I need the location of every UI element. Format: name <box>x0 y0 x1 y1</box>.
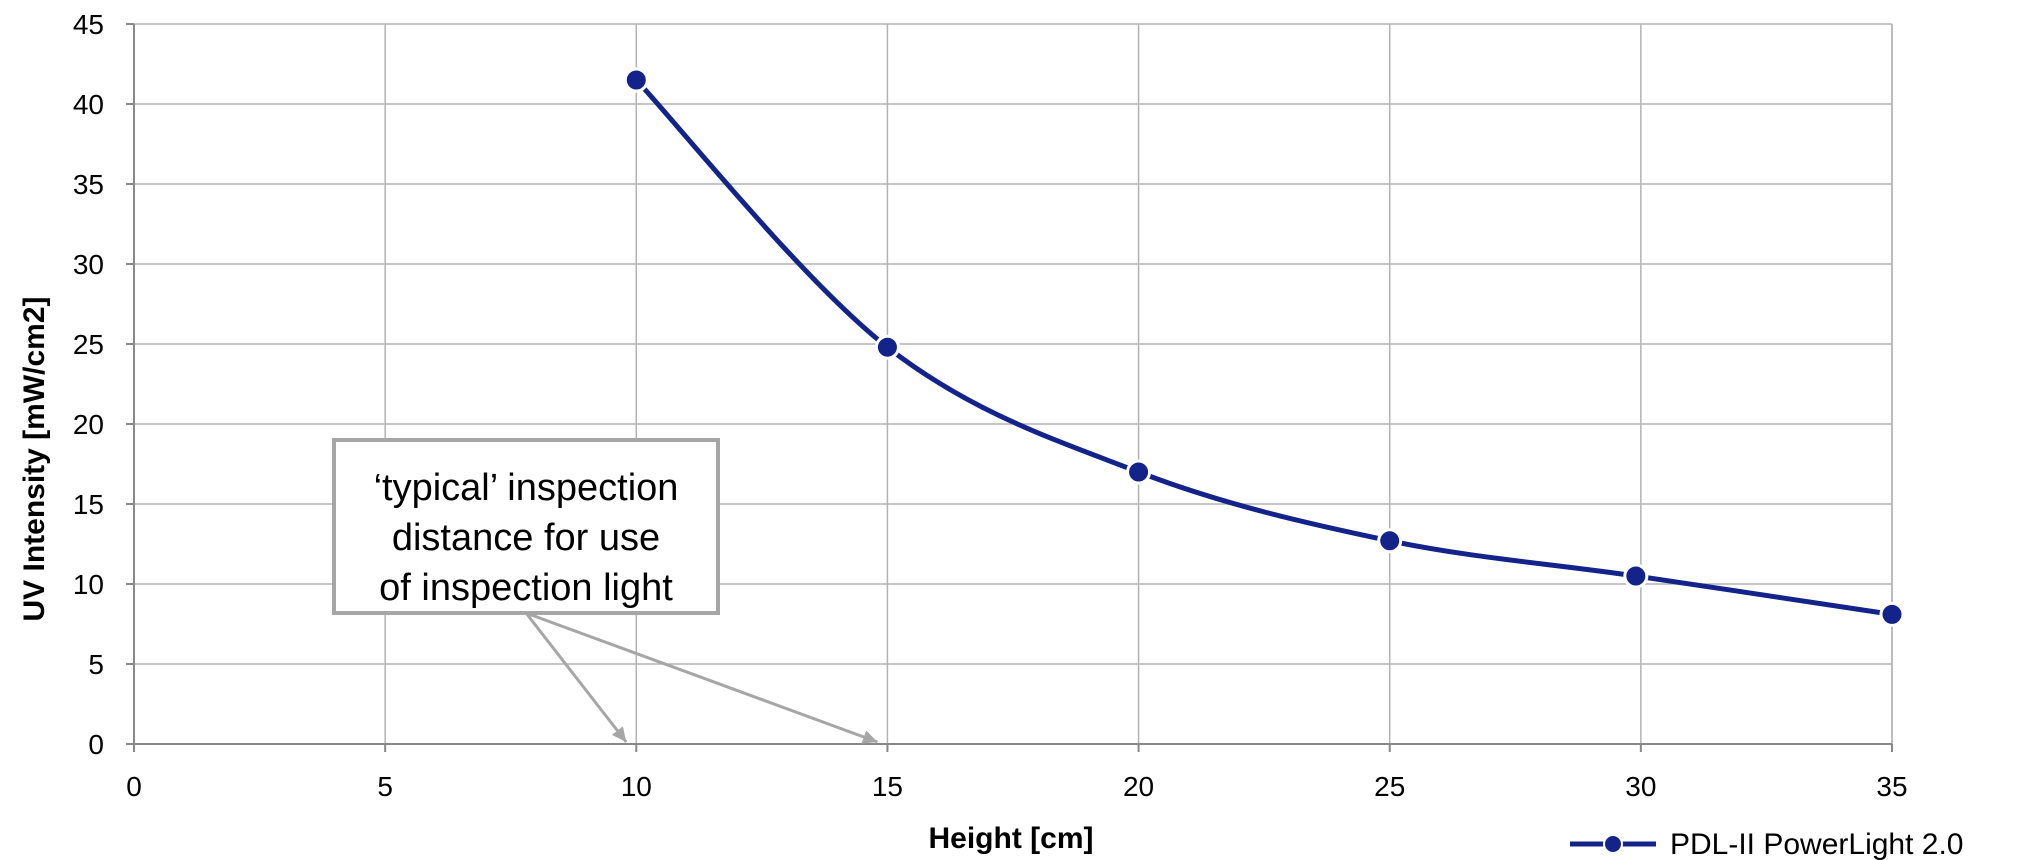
legend-label: PDL-II PowerLight 2.0 <box>1670 828 1963 860</box>
data-point <box>1377 528 1403 554</box>
annotation-line-1: ‘typical’ inspection <box>374 467 679 509</box>
x-tick-label: 0 <box>126 771 142 802</box>
y-tick-label: 30 <box>73 249 104 280</box>
axes <box>126 23 1893 752</box>
y-axis-title: UV Intensity [mW/cm2] <box>18 296 51 621</box>
tick-labels: 0 5 10 15 20 25 30 35 0 5 10 15 20 25 30 35 40 45 <box>73 9 1908 802</box>
x-tick-label: 20 <box>1123 771 1154 802</box>
annotation-arrow-head <box>611 726 627 742</box>
y-tick-label: 20 <box>73 409 104 440</box>
y-tick-label: 25 <box>73 329 104 360</box>
annotation-callout: ‘typical’ inspection distance for use of… <box>332 438 878 744</box>
annotation-line-3: of inspection light <box>379 567 673 609</box>
data-point <box>1623 563 1649 589</box>
data-point <box>1879 601 1905 627</box>
x-tick-label: 5 <box>377 771 393 802</box>
grid-lines <box>134 23 1893 744</box>
x-tick-label: 10 <box>621 771 652 802</box>
legend: PDL-II PowerLight 2.0 <box>1570 828 1963 860</box>
x-tick-label: 35 <box>1876 771 1907 802</box>
y-tick-label: 15 <box>73 489 104 520</box>
y-tick-label: 40 <box>73 89 104 120</box>
annotation-box <box>332 438 720 615</box>
series-line <box>634 78 1893 617</box>
data-point <box>1126 459 1152 485</box>
annotation-arrow-head <box>861 730 878 744</box>
y-tick-label: 35 <box>73 169 104 200</box>
x-axis-title: Height [cm] <box>929 822 1094 855</box>
y-tick-label: 45 <box>73 9 104 40</box>
x-tick-label: 15 <box>872 771 903 802</box>
annotation-arrow-line <box>525 611 878 744</box>
data-point <box>623 67 649 93</box>
y-tick-label: 5 <box>88 649 104 680</box>
y-tick-label: 10 <box>73 569 104 600</box>
annotation-line-2: distance for use <box>392 517 660 559</box>
x-tick-label: 25 <box>1374 771 1405 802</box>
annotation-arrow-line <box>524 612 628 743</box>
legend-marker-swatch <box>1603 834 1623 854</box>
series-group <box>623 67 1905 627</box>
y-tick-label: 0 <box>88 729 104 760</box>
data-point <box>874 334 900 360</box>
x-tick-label: 30 <box>1625 771 1656 802</box>
